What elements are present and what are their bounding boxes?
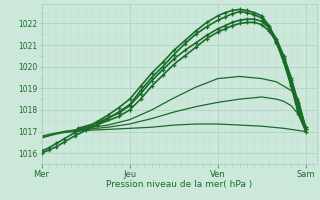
X-axis label: Pression niveau de la mer( hPa ): Pression niveau de la mer( hPa ) (106, 180, 252, 189)
